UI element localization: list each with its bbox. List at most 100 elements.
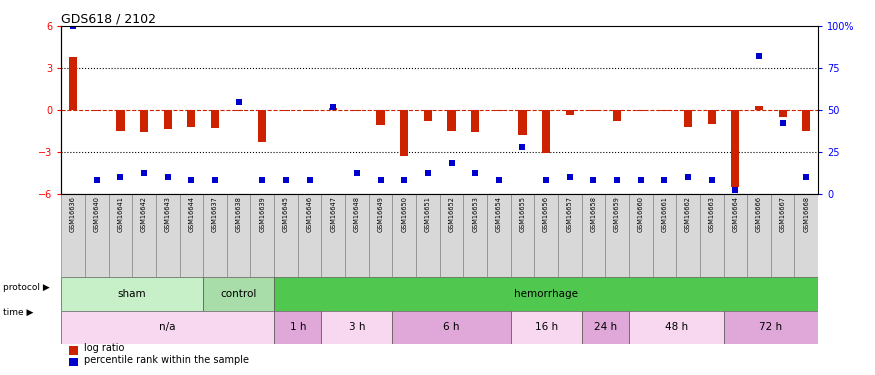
Text: 48 h: 48 h [665, 322, 688, 332]
Bar [250, 194, 274, 277]
Point [326, 104, 340, 110]
Bar [684, 110, 692, 127]
Point [492, 177, 506, 183]
Bar [613, 110, 621, 121]
Bar [203, 277, 274, 310]
Bar [187, 110, 195, 127]
Bar [69, 57, 77, 110]
Bar [353, 110, 361, 111]
Point [752, 53, 766, 59]
Bar [794, 194, 818, 277]
Point [586, 177, 600, 183]
Bar [582, 194, 605, 277]
Bar [511, 194, 535, 277]
Bar [61, 310, 274, 344]
Bar [471, 110, 480, 132]
Bar [368, 194, 392, 277]
Bar [676, 194, 700, 277]
Text: 24 h: 24 h [594, 322, 617, 332]
Bar [494, 110, 503, 111]
Bar [487, 194, 511, 277]
Bar [629, 194, 653, 277]
Text: GSM16656: GSM16656 [543, 196, 550, 232]
Point [208, 177, 222, 183]
Text: GSM16646: GSM16646 [306, 196, 312, 232]
Bar [69, 358, 78, 366]
Bar [447, 110, 456, 131]
Point [421, 171, 435, 177]
Text: GSM16667: GSM16667 [780, 196, 786, 232]
Point [515, 144, 529, 150]
Bar [211, 110, 219, 128]
Point [161, 174, 175, 180]
Point [539, 177, 553, 183]
Text: GSM16643: GSM16643 [164, 196, 171, 232]
Point [90, 177, 104, 183]
Bar [424, 110, 432, 121]
Point [397, 177, 411, 183]
Bar [542, 110, 550, 153]
Bar [400, 110, 409, 156]
Bar [116, 110, 124, 131]
Point [728, 187, 742, 193]
Bar [274, 194, 298, 277]
Text: GSM16647: GSM16647 [330, 196, 336, 232]
Text: GSM16638: GSM16638 [235, 196, 242, 232]
Text: GSM16660: GSM16660 [638, 196, 644, 232]
Text: log ratio: log ratio [84, 343, 124, 353]
Point [468, 171, 482, 177]
Text: GSM16666: GSM16666 [756, 196, 762, 232]
Bar [511, 310, 582, 344]
Bar [416, 194, 440, 277]
Point [704, 177, 718, 183]
Text: GSM16645: GSM16645 [283, 196, 289, 232]
Bar [440, 194, 464, 277]
Text: GSM16651: GSM16651 [425, 196, 430, 232]
Text: GSM16637: GSM16637 [212, 196, 218, 232]
Point [657, 177, 671, 183]
Bar [234, 110, 242, 111]
Point [444, 160, 458, 166]
Bar [203, 194, 227, 277]
Point [799, 174, 813, 180]
Text: 3 h: 3 h [348, 322, 365, 332]
Bar [771, 194, 794, 277]
Point [634, 177, 648, 183]
Bar [329, 108, 338, 110]
Point [610, 177, 624, 183]
Bar [274, 277, 818, 310]
Text: GSM16640: GSM16640 [94, 196, 100, 232]
Bar [345, 194, 368, 277]
Text: protocol ▶: protocol ▶ [3, 284, 49, 292]
Bar [606, 194, 629, 277]
Bar [61, 277, 203, 310]
Bar [321, 194, 345, 277]
Bar [708, 110, 716, 124]
Point [255, 177, 270, 183]
Bar [164, 110, 172, 129]
Text: GSM16650: GSM16650 [402, 196, 407, 232]
Point [66, 23, 80, 29]
Text: GSM16668: GSM16668 [803, 196, 809, 232]
Text: GSM16654: GSM16654 [496, 196, 502, 232]
Point [563, 174, 577, 180]
Bar [69, 346, 78, 355]
Bar [376, 110, 385, 125]
Bar [258, 110, 266, 142]
Bar [392, 310, 511, 344]
Bar [732, 110, 739, 186]
Text: GSM16655: GSM16655 [520, 196, 526, 232]
Text: GSM16649: GSM16649 [377, 196, 383, 232]
Bar [305, 110, 314, 111]
Bar [108, 194, 132, 277]
Bar [724, 194, 747, 277]
Text: GSM16664: GSM16664 [732, 196, 738, 232]
Bar [464, 194, 487, 277]
Text: GSM16642: GSM16642 [141, 196, 147, 232]
Text: time ▶: time ▶ [3, 308, 33, 316]
Text: GDS618 / 2102: GDS618 / 2102 [61, 12, 157, 25]
Bar [558, 194, 582, 277]
Point [232, 99, 246, 105]
Text: GSM16636: GSM16636 [70, 196, 76, 232]
Text: GSM16658: GSM16658 [591, 196, 597, 232]
